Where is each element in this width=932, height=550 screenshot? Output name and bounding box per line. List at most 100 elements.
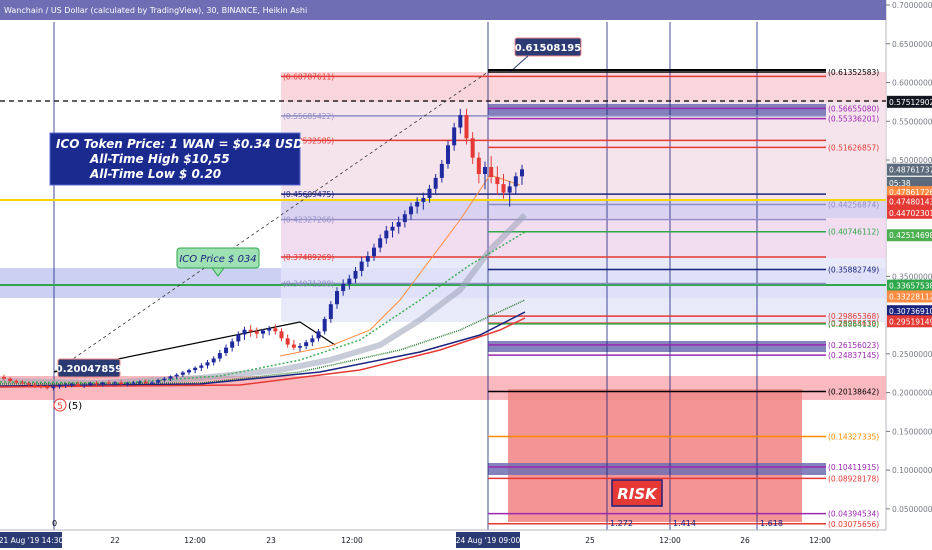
- xtick-label-5: 24 Aug '19 09:00: [456, 536, 521, 545]
- candle-body-27: [168, 376, 173, 379]
- xtick-highlight-5: [456, 532, 520, 548]
- price-tag-label-4: 0.47480143: [889, 197, 932, 206]
- fib-label-23: (0.04394534): [828, 510, 879, 519]
- candle-body-53: [328, 304, 333, 319]
- ratio-label-2: 1.618: [760, 519, 783, 528]
- fib-label-7: (0.45609475): [283, 190, 334, 199]
- xtick-highlight-0: [0, 532, 62, 548]
- price-tag-label-6: 0.42514698: [889, 231, 932, 240]
- candle-body-49: [304, 342, 309, 347]
- candle-body-50: [310, 338, 315, 343]
- candle-body-61: [378, 238, 383, 248]
- fib-label-24: (0.03075656): [828, 520, 879, 529]
- candle-body-11: [69, 384, 74, 386]
- candle-body-32: [199, 365, 204, 368]
- ma-band: [0, 212, 528, 387]
- candle-body-58: [359, 261, 364, 271]
- price-tag-4: [887, 195, 932, 208]
- fib-label-5: (0.52532585): [283, 136, 334, 145]
- candle-body-3: [20, 382, 25, 384]
- wave-circle-label: 5: [57, 402, 63, 412]
- fib-label-9: (0.42327266): [283, 215, 334, 224]
- price-tag-label-9: 0.30736910: [889, 307, 932, 316]
- high-label: 0.61508195: [515, 43, 581, 54]
- fib-label-19: (0.20138642): [828, 388, 879, 397]
- price-tag-9: [887, 305, 932, 318]
- price-tag-3: [887, 186, 932, 199]
- fib-label-13: (0.34071288): [283, 280, 334, 289]
- candle-body-60: [372, 247, 376, 257]
- candle-body-73: [452, 127, 457, 146]
- candle-body-17: [106, 382, 111, 384]
- candle-body-40: [248, 329, 253, 332]
- candle-body-16: [100, 382, 105, 385]
- xtick-label-2: 12:00: [184, 536, 206, 545]
- candle-body-26: [162, 378, 167, 381]
- fib-label-21: (0.10411915): [828, 463, 879, 472]
- xtick-label-4: 12:00: [341, 536, 363, 545]
- fib-label-4: (0.55336201): [828, 115, 879, 124]
- xtick-label-9: 12:00: [809, 536, 831, 545]
- fib-label-14: (0.29865368): [828, 312, 879, 321]
- price-tag-1: [887, 163, 932, 176]
- candle-body-34: [211, 358, 216, 363]
- fib-label-15: (0.28958639): [828, 319, 879, 328]
- chart-title: Wanchain / US Dollar (calculated by Trad…: [4, 6, 307, 15]
- candle-body-55: [341, 284, 346, 292]
- xtick-label-1: 22: [110, 536, 120, 545]
- candle-body-52: [322, 318, 327, 332]
- candle-body-71: [439, 163, 444, 178]
- price-tag-2: [887, 176, 932, 189]
- candle-body-43: [267, 328, 272, 331]
- fib-label-11: (0.37489269): [283, 253, 334, 262]
- candle-body-62: [384, 230, 389, 239]
- xtick-label-6: 25: [585, 536, 595, 545]
- candle-body-42: [261, 330, 265, 334]
- candle-body-48: [298, 346, 302, 348]
- candle-body-10: [63, 384, 68, 386]
- candle-body-59: [365, 256, 370, 262]
- candle-body-74: [458, 115, 463, 128]
- candle-body-63: [390, 226, 395, 231]
- candle-body-82: [507, 186, 512, 193]
- candle-body-51: [316, 331, 321, 339]
- candle-body-46: [285, 338, 290, 345]
- price-tag-8: [887, 290, 932, 303]
- title-bar: [0, 0, 886, 20]
- risk-box: [611, 479, 663, 507]
- candle-body-31: [193, 367, 198, 371]
- candle-body-7: [45, 387, 50, 389]
- candle-body-84: [520, 169, 524, 177]
- zero-label: 0: [52, 519, 57, 528]
- fib-zone-upper: [281, 102, 886, 200]
- candle-body-76: [470, 138, 475, 158]
- candle-body-33: [205, 362, 210, 366]
- ico-price-label: ICO Price $ 034: [179, 254, 256, 265]
- time-axis-bg: [0, 530, 886, 550]
- candle-body-38: [236, 334, 241, 342]
- candle-body-30: [187, 370, 191, 373]
- candle-body-13: [82, 384, 87, 386]
- fib-label-20: (0.14327335): [828, 433, 879, 442]
- ratio-label-0: 1.272: [610, 519, 633, 528]
- candle-body-29: [180, 372, 185, 375]
- candle-body-47: [291, 344, 296, 348]
- candle-body-15: [94, 383, 99, 385]
- candle-body-2: [14, 380, 19, 383]
- candle-body-44: [273, 328, 278, 332]
- candle-body-77: [476, 157, 481, 174]
- xtick-label-8: 26: [740, 536, 750, 545]
- candle-body-70: [433, 177, 438, 189]
- candle-body-6: [39, 385, 43, 388]
- xtick-label-3: 23: [266, 536, 276, 545]
- ratio-label-1: 1.414: [673, 519, 696, 528]
- candle-body-78: [483, 167, 487, 174]
- low-label-box: [57, 358, 121, 378]
- ma-navy: [0, 311, 526, 387]
